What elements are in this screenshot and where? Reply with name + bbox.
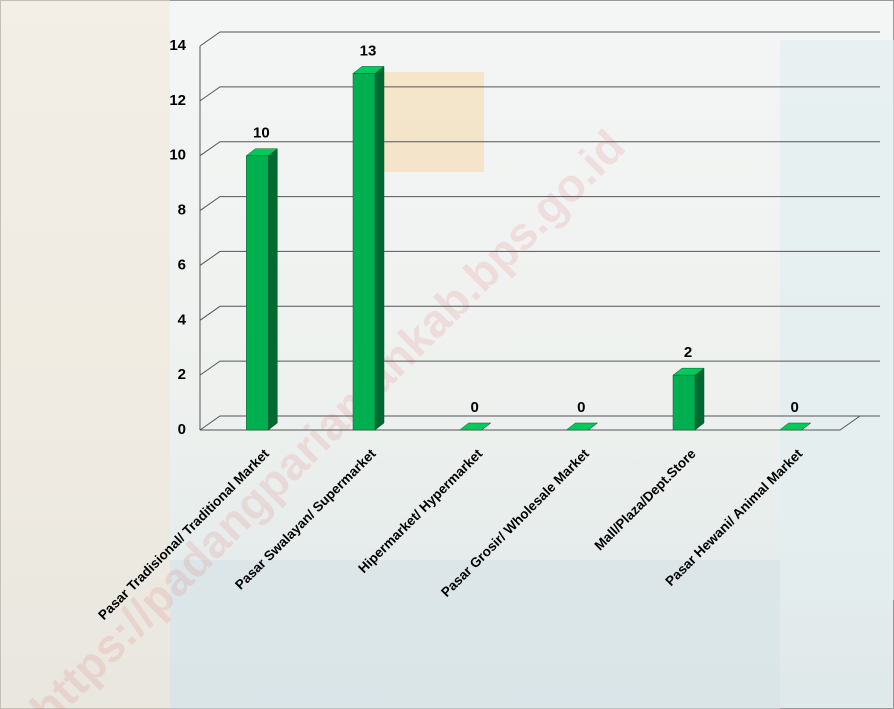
grid-line: [199, 86, 880, 102]
shelf-left: [0, 0, 170, 709]
grid-line: [199, 250, 880, 266]
floor: [170, 560, 780, 709]
bar-side: [694, 367, 705, 431]
bar-side: [268, 148, 278, 431]
bar: [246, 155, 269, 431]
value-label: 13: [360, 42, 377, 59]
bar-top: [458, 422, 492, 431]
value-label: 0: [790, 399, 798, 416]
grid-line: [199, 305, 880, 321]
bar: [672, 374, 696, 431]
shelf-right: [780, 40, 894, 600]
value-label: 0: [470, 399, 478, 416]
grid-line: [199, 141, 880, 157]
bar-side: [374, 65, 385, 431]
y-tick-label: 2: [178, 366, 186, 383]
bar-top: [778, 422, 812, 431]
floor-edge: [200, 415, 861, 431]
grid-line: [199, 31, 880, 47]
bar-top: [565, 422, 599, 431]
value-label: 0: [577, 399, 585, 416]
bar: [352, 73, 376, 431]
grid-line: [199, 415, 880, 431]
value-label: 10: [253, 125, 270, 142]
grid-line: [199, 196, 880, 211]
y-tick-label: 8: [178, 202, 186, 219]
y-tick-label: 14: [169, 37, 186, 54]
grid-line: [199, 360, 880, 376]
y-tick-label: 0: [178, 421, 186, 438]
sign: [372, 72, 484, 172]
value-label: 2: [684, 344, 692, 361]
y-tick-label: 4: [178, 311, 187, 328]
y-tick-label: 10: [169, 147, 186, 164]
y-tick-label: 12: [169, 92, 186, 109]
y-tick-label: 6: [178, 256, 186, 273]
